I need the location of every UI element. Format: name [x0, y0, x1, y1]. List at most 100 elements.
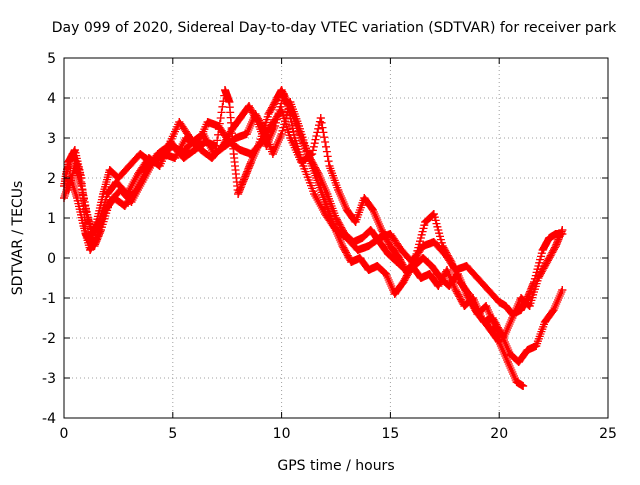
- data-point: [499, 334, 508, 342]
- axis-ticks: 0 5 10 15 20 25 -4 -3 -2 -1 0 1 2 3 4 5: [42, 51, 617, 442]
- data-point: [310, 190, 319, 198]
- data-point: [366, 226, 375, 234]
- data-point: [377, 226, 386, 234]
- data-point: [540, 318, 549, 326]
- data-point: [399, 278, 408, 286]
- data-point: [519, 382, 528, 390]
- data-point: [240, 174, 249, 182]
- data-point: [286, 98, 295, 106]
- data-point: [473, 310, 482, 318]
- data-point: [397, 246, 406, 254]
- x-tick-label: 5: [168, 426, 177, 442]
- data-point: [127, 198, 136, 206]
- data-point: [558, 226, 567, 234]
- data-point: [421, 218, 430, 226]
- data-point: [203, 118, 212, 126]
- y-tick-label: 0: [47, 251, 56, 267]
- data-point: [351, 218, 360, 226]
- data-point: [477, 314, 486, 322]
- data-point: [543, 258, 552, 266]
- data-point: [464, 290, 473, 298]
- y-tick-label: -2: [42, 331, 56, 347]
- data-point: [316, 114, 325, 122]
- data-point: [144, 154, 153, 162]
- series-markers-track-4: [64, 106, 567, 342]
- data-point: [77, 182, 86, 190]
- data-point: [171, 154, 179, 162]
- y-tick-label: -4: [42, 411, 56, 427]
- data-point: [355, 254, 364, 262]
- series-track-1: [60, 86, 567, 318]
- data-point: [386, 230, 395, 238]
- data-point: [386, 242, 395, 250]
- data-point: [364, 242, 373, 250]
- data-point: [297, 158, 306, 166]
- data-point: [125, 162, 134, 170]
- data-point: [443, 266, 451, 274]
- data-point: [225, 138, 234, 146]
- data-points: [60, 86, 567, 390]
- x-tick-label: 10: [273, 426, 291, 442]
- data-point: [236, 114, 245, 122]
- data-point: [277, 130, 286, 138]
- y-tick-label: 5: [47, 51, 56, 67]
- data-point: [103, 190, 112, 198]
- data-point: [279, 90, 288, 98]
- data-point: [149, 158, 158, 166]
- data-point: [508, 314, 517, 322]
- data-point: [308, 150, 317, 158]
- data-point: [523, 346, 532, 354]
- series-markers-track-1: [60, 86, 567, 318]
- data-point: [192, 142, 201, 150]
- data-point: [247, 150, 256, 158]
- data-point: [236, 146, 245, 154]
- data-point: [273, 94, 282, 102]
- data-point: [295, 122, 303, 130]
- data-point: [419, 254, 427, 262]
- data-point: [438, 242, 447, 250]
- chart-title: Day 099 of 2020, Sidereal Day-to-day VTE…: [52, 20, 617, 36]
- data-point: [160, 150, 169, 158]
- data-point: [473, 274, 482, 282]
- data-point: [342, 206, 351, 214]
- y-tick-label: -1: [42, 291, 56, 307]
- data-point: [416, 274, 425, 282]
- data-point: [425, 270, 434, 278]
- data-point: [286, 134, 295, 142]
- y-tick-label: 2: [47, 171, 56, 187]
- data-point: [210, 150, 219, 158]
- data-point: [495, 298, 504, 306]
- x-tick-label: 25: [599, 426, 617, 442]
- plot-frame: [63, 57, 609, 419]
- data-point: [83, 214, 92, 222]
- data-point: [503, 358, 512, 366]
- data-point: [558, 286, 567, 294]
- data-point: [338, 242, 347, 250]
- x-tick-label: 0: [60, 426, 69, 442]
- data-point: [231, 134, 240, 142]
- data-point: [353, 246, 362, 254]
- data-point: [138, 178, 147, 186]
- data-point: [227, 126, 236, 134]
- data-point: [105, 166, 114, 174]
- data-point: [551, 242, 560, 250]
- data-point: [68, 150, 77, 158]
- x-axis-label: GPS time / hours: [277, 458, 394, 474]
- series-track-4: [64, 106, 567, 342]
- y-tick-label: 1: [47, 211, 56, 227]
- data-point: [525, 302, 534, 310]
- data-point: [517, 294, 525, 302]
- data-point: [490, 322, 499, 330]
- data-point: [532, 342, 541, 350]
- data-point: [197, 146, 206, 154]
- data-point: [251, 110, 260, 118]
- data-point: [136, 150, 145, 158]
- data-point: [375, 238, 384, 246]
- data-point: [340, 230, 349, 238]
- data-point: [456, 278, 464, 286]
- data-point: [181, 134, 190, 142]
- data-point: [382, 270, 390, 278]
- data-point: [549, 306, 558, 314]
